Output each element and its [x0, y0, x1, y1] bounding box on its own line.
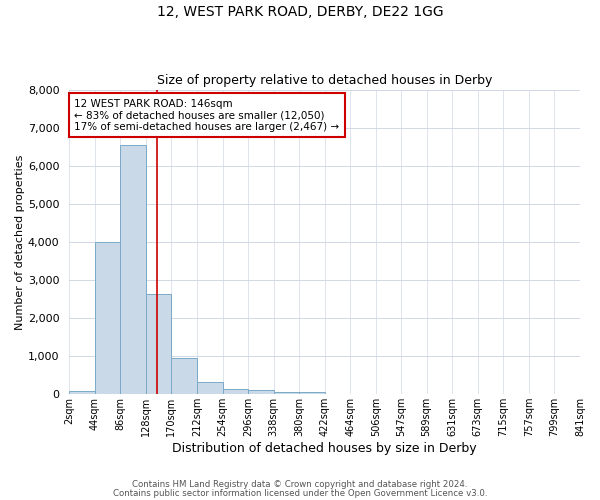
Bar [172, 358, 197, 394]
Bar [223, 389, 248, 394]
Bar [95, 242, 120, 394]
Text: 12, WEST PARK ROAD, DERBY, DE22 1GG: 12, WEST PARK ROAD, DERBY, DE22 1GG [157, 5, 443, 19]
Bar [146, 294, 172, 394]
Text: Contains HM Land Registry data © Crown copyright and database right 2024.: Contains HM Land Registry data © Crown c… [132, 480, 468, 489]
X-axis label: Distribution of detached houses by size in Derby: Distribution of detached houses by size … [172, 442, 477, 455]
Bar [299, 392, 325, 394]
Bar [274, 392, 299, 394]
Bar [120, 145, 146, 394]
Text: 12 WEST PARK ROAD: 146sqm
← 83% of detached houses are smaller (12,050)
17% of s: 12 WEST PARK ROAD: 146sqm ← 83% of detac… [74, 98, 340, 132]
Text: Contains public sector information licensed under the Open Government Licence v3: Contains public sector information licen… [113, 488, 487, 498]
Bar [197, 382, 223, 394]
Bar [69, 391, 95, 394]
Y-axis label: Number of detached properties: Number of detached properties [15, 154, 25, 330]
Bar [248, 390, 274, 394]
Title: Size of property relative to detached houses in Derby: Size of property relative to detached ho… [157, 74, 492, 87]
